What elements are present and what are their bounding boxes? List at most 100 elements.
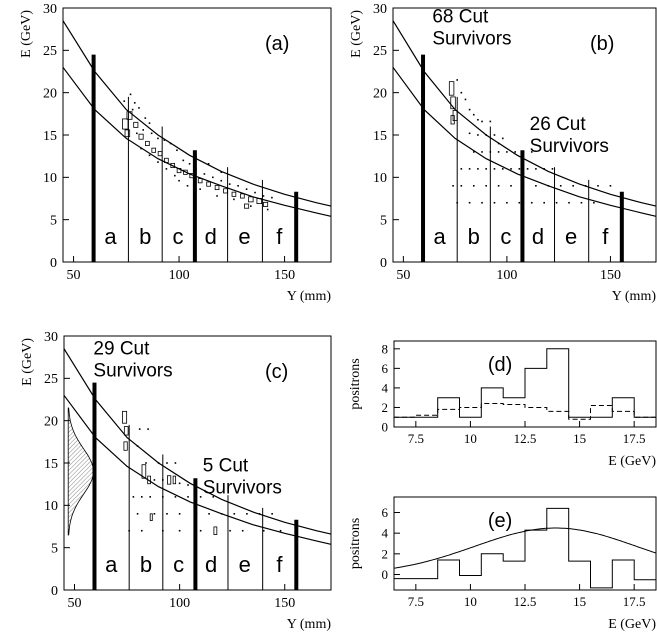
event-dot [262, 529, 265, 532]
event-dot [169, 142, 172, 145]
event-dot [456, 201, 458, 204]
event-dot [208, 513, 210, 515]
x-axis-label: Y (mm) [287, 617, 332, 632]
event-box [189, 173, 195, 179]
event-dot [163, 139, 166, 141]
event-dot [535, 185, 537, 187]
event-dot [271, 196, 273, 199]
event-dot [547, 185, 550, 187]
x-axis-label: E (GeV) [608, 617, 656, 632]
event-box [231, 191, 237, 197]
event-dot [472, 113, 475, 116]
event-dot [472, 151, 475, 153]
event-dot [148, 154, 151, 157]
x-axis-label: Y (mm) [612, 289, 657, 304]
event-dot [162, 479, 164, 481]
event-dot [250, 205, 252, 207]
event-dot [452, 185, 454, 187]
event-dot [497, 185, 500, 187]
histogram-solid [394, 348, 656, 418]
event-dot [178, 529, 181, 532]
event-dot [195, 513, 198, 515]
y-tick-label: 0 [50, 256, 57, 271]
event-dot [144, 117, 147, 119]
event-dot [140, 496, 143, 498]
panel-d: 7.5 10 12.5 15 17.5 0 2 4 6 8 (d) E (GeV) positro… [348, 340, 657, 469]
event-dot [186, 185, 189, 187]
event-dot [481, 120, 483, 123]
event-box [149, 513, 153, 521]
event-dot [220, 513, 223, 515]
bin-label: e [238, 224, 250, 249]
annotation-line: 5 Cut [203, 455, 249, 476]
lower-cut-curve [62, 66, 332, 217]
event-box [172, 475, 177, 485]
event-dot [493, 201, 496, 204]
annotation-line: 29 Cut [93, 339, 150, 360]
bin-label: b [139, 224, 151, 249]
bin-label: a [105, 552, 118, 577]
event-dot [174, 462, 177, 464]
event-dot [501, 137, 504, 140]
event-dot [136, 513, 139, 515]
y-tick-label: 4 [382, 380, 389, 395]
event-dot [166, 462, 168, 464]
x-tick-label: 150 [274, 596, 295, 611]
event-dot [178, 179, 180, 182]
event-box [450, 96, 456, 110]
event-dot [597, 185, 599, 187]
event-dot [481, 201, 483, 204]
event-box [206, 181, 211, 187]
event-box [170, 162, 176, 168]
event-box [157, 151, 163, 157]
y-tick-label: 25 [373, 44, 387, 59]
histogram-dashed [394, 403, 656, 420]
event-dot [493, 168, 496, 170]
y-tick-label: 15 [43, 129, 57, 144]
event-dot [559, 185, 562, 187]
x-tick-label: 7.5 [408, 431, 424, 446]
event-dot [203, 173, 206, 175]
event-dot [220, 179, 223, 182]
event-dot [153, 479, 156, 481]
event-dot [572, 185, 574, 187]
event-dot [266, 208, 269, 211]
histogram-solid [394, 507, 656, 589]
annotation-line: Survivors [203, 477, 282, 498]
event-box [448, 81, 455, 96]
y-tick-label: 6 [382, 505, 389, 520]
y-tick-label: 0 [382, 420, 389, 435]
event-box [244, 203, 250, 209]
bin-label: a [104, 224, 117, 249]
event-dot [485, 134, 487, 136]
event-dot [178, 513, 181, 515]
event-box [147, 475, 152, 485]
bin-label: f [276, 224, 283, 249]
x-tick-label: 100 [496, 268, 517, 283]
bin-label: c [173, 224, 184, 249]
event-dot [157, 137, 159, 140]
event-dot [262, 195, 265, 197]
event-dot [165, 168, 168, 170]
x-tick-label: 100 [169, 268, 190, 283]
event-dot [543, 201, 545, 204]
y-tick-label: 5 [51, 542, 58, 557]
y-tick-label: 0 [51, 584, 58, 599]
event-dot [132, 496, 135, 498]
upper-cut-curve [63, 348, 332, 535]
event-dot [174, 496, 177, 498]
panel-label: (e) [488, 510, 512, 532]
event-dot [477, 168, 479, 170]
event-dot [199, 529, 202, 532]
event-box [164, 157, 169, 163]
event-dot [212, 496, 215, 498]
event-dot [530, 151, 533, 153]
panel-e: 7.5 10 12.5 15 17.5 0 2 4 6 (e) E (GeV) positron… [348, 496, 657, 632]
y-axis-label: E (GeV) [349, 10, 364, 58]
event-dot [138, 107, 140, 109]
event-dot [140, 529, 143, 532]
event-dot [148, 122, 151, 124]
event-dot [162, 496, 164, 498]
y-tick-label: 0 [380, 256, 387, 271]
